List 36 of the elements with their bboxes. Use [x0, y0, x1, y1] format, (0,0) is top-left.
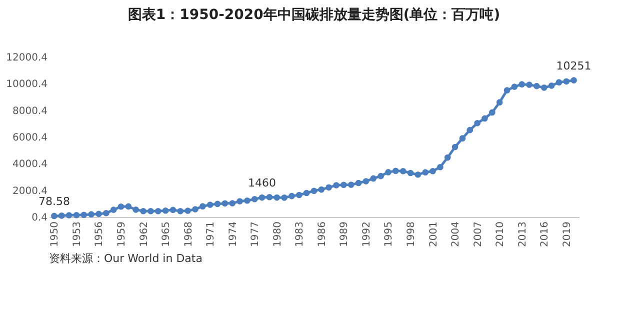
x-tick-label: 2001 [428, 222, 440, 247]
data-label: 78.58 [38, 194, 70, 208]
y-tick-label: 2000.4 [12, 186, 48, 197]
x-tick-label: 1971 [206, 222, 217, 247]
x-tick-label: 1974 [228, 222, 239, 247]
x-tick-label: 2004 [450, 222, 462, 247]
data-label: 1460 [248, 176, 276, 190]
x-tick-label: 1965 [161, 222, 172, 247]
y-tick-label: 12000.4 [6, 52, 48, 64]
x-tick-label: 2010 [495, 222, 506, 247]
x-tick-label: 2016 [540, 222, 551, 247]
x-tick-label: 1983 [294, 222, 306, 247]
x-tick-label: 2019 [562, 222, 573, 247]
x-tick-label: 1953 [72, 222, 83, 247]
y-tick-label: 10000.4 [6, 79, 48, 90]
y-tick-label: 0.4 [32, 212, 48, 224]
y-tick-label: 4000.4 [12, 159, 48, 170]
x-tick-label: 2007 [472, 222, 484, 247]
y-tick-label: 6000.4 [12, 132, 48, 144]
x-tick-label: 1968 [183, 222, 194, 247]
x-tick-label: 1950 [50, 222, 61, 247]
x-tick-label: 1986 [316, 222, 328, 247]
x-tick-label: 1992 [361, 222, 372, 247]
x-tick-label: 1989 [339, 222, 350, 247]
y-tick-label: 8000.4 [12, 106, 48, 117]
data-label: 10251 [556, 59, 592, 72]
chart-title: 图表1：1950-2020年中国碳排放量走势图(单位：百万吨) [128, 7, 500, 23]
x-tick-label: 1959 [116, 222, 128, 247]
x-tick-label: 1962 [138, 222, 150, 247]
x-tick-label: 1977 [250, 222, 262, 247]
x-tick-label: 1995 [384, 222, 395, 247]
x-tick-label: 2013 [517, 222, 528, 247]
x-tick-label: 1980 [272, 222, 284, 247]
x-tick-label: 1998 [406, 222, 417, 247]
x-tick-label: 1956 [94, 222, 106, 247]
text: 资料来源：Our World in Data [49, 252, 202, 265]
